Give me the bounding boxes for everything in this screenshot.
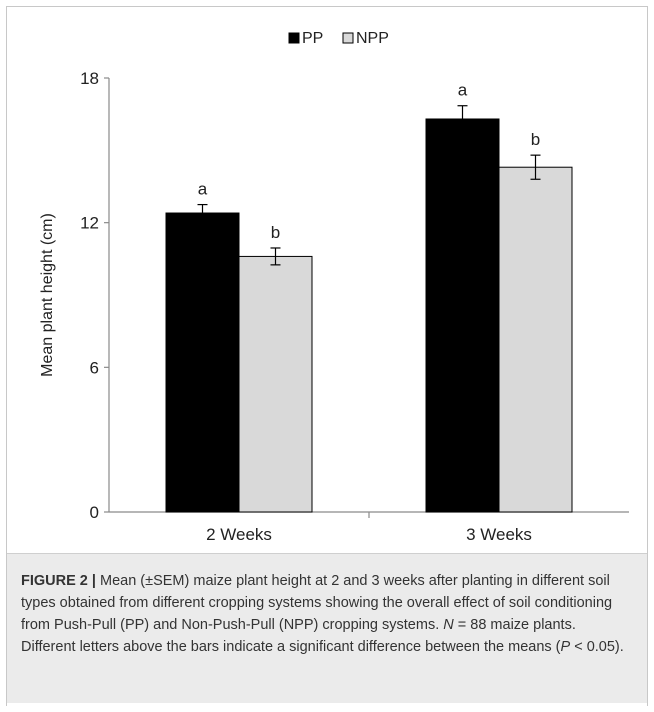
bar — [165, 212, 240, 513]
caption-label: FIGURE 2 | — [21, 573, 96, 589]
x-tick-label: 2 Weeks — [206, 525, 272, 544]
legend-label: NPP — [356, 30, 389, 47]
significance-letter: a — [458, 81, 468, 100]
legend-swatch — [342, 32, 354, 44]
chart-legend: PP NPP — [288, 30, 389, 47]
bar — [425, 118, 500, 513]
significance-letter: b — [531, 130, 540, 149]
y-tick-label: 0 — [90, 503, 99, 522]
y-tick-label: 6 — [90, 358, 99, 377]
caption-text: = 88 maize plants. Different letters abo… — [21, 617, 576, 655]
bar — [498, 166, 573, 513]
caption-n-symbol: N — [443, 617, 454, 633]
caption-text: Mean (±SEM) maize plant height at 2 and … — [21, 573, 613, 633]
legend-label: PP — [302, 30, 323, 47]
significance-letter: a — [198, 180, 208, 199]
y-tick-label: 18 — [80, 69, 99, 88]
chart-bars: a b a b — [165, 81, 573, 513]
caption-p-symbol: P — [560, 639, 571, 655]
bar — [238, 255, 313, 513]
bar-chart: PP NPP 0 6 12 18 Mean plant height (cm) 2 Week… — [39, 30, 629, 544]
significance-letter: b — [271, 223, 280, 242]
y-tick-label: 12 — [80, 214, 99, 233]
figure-frame — [6, 6, 648, 706]
legend-swatch — [288, 32, 300, 44]
figure-caption: FIGURE 2 | Mean (±SEM) maize plant heigh… — [7, 553, 647, 703]
y-axis-label: Mean plant height (cm) — [39, 213, 56, 377]
x-tick-label: 3 Weeks — [466, 525, 532, 544]
caption-text: < 0.05). — [570, 639, 624, 655]
